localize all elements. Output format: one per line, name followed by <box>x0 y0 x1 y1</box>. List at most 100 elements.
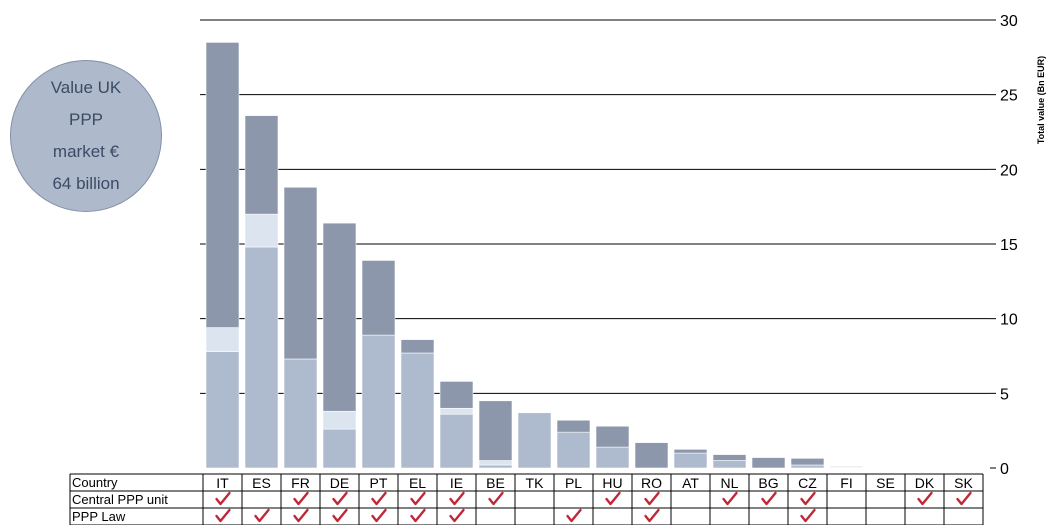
bar-pale-de <box>322 410 357 430</box>
bar-dark-be <box>478 400 513 461</box>
check-central-ppp-unit-sk <box>956 491 972 506</box>
bar-light-el <box>400 352 435 469</box>
country-code-be: BE <box>486 475 505 491</box>
country-code-tk: TK <box>526 475 545 491</box>
bar-light-nl <box>712 460 747 469</box>
bar-pale-it <box>205 327 240 352</box>
check-central-ppp-unit-dk <box>917 491 933 506</box>
country-code-pl: PL <box>565 475 582 491</box>
y-axis-ticks: 0 5 10 15 20 25 30 <box>990 13 1018 478</box>
y-tick-label: 0 <box>1000 461 1009 478</box>
country-code-bg: BG <box>758 475 778 491</box>
bar-dark-fr <box>283 186 318 360</box>
row-label: Country <box>72 475 118 490</box>
country-code-se: SE <box>876 475 895 491</box>
check-central-ppp-unit-be <box>488 491 504 506</box>
bar-dark-it <box>205 42 240 328</box>
bar-light-be <box>478 464 513 469</box>
check-ppp-law-es <box>254 508 270 523</box>
check-central-ppp-unit-ie <box>449 491 465 506</box>
bar-dark-fi <box>829 466 864 468</box>
check-central-ppp-unit-hu <box>605 491 621 506</box>
check-ppp-law-it <box>215 508 231 523</box>
country-code-fi: FI <box>840 475 852 491</box>
y-tick-label: 5 <box>1000 386 1009 403</box>
check-central-ppp-unit-it <box>215 491 231 506</box>
bar-dark-pl <box>556 419 591 433</box>
bar-light-it <box>205 351 240 469</box>
bar-dark-es <box>244 115 279 215</box>
country-code-pt: PT <box>370 475 388 491</box>
check-ppp-law-cz <box>800 508 816 523</box>
country-code-ie: IE <box>450 475 463 491</box>
check-ppp-law-pl <box>566 508 582 523</box>
bar-dark-el <box>400 339 435 354</box>
bar-light-tk <box>517 412 552 469</box>
bubble-line-2: PPP <box>68 110 104 129</box>
bar-light-pl <box>556 431 591 469</box>
gridlines <box>200 19 990 394</box>
y-tick-label: 30 <box>1000 13 1018 30</box>
bar-dark-cz <box>790 457 825 466</box>
bubble-line-1: Value UK <box>50 78 122 97</box>
bar-pale-es <box>244 213 279 248</box>
bar-dark-pt <box>361 260 396 336</box>
check-central-ppp-unit-el <box>410 491 426 506</box>
bar-dark-at <box>673 449 708 454</box>
bar-light-cz <box>790 464 825 469</box>
bubble-line-3: market € <box>52 142 120 161</box>
bar-light-fr <box>283 358 318 469</box>
check-ppp-law-ro <box>644 508 660 523</box>
bar-light-es <box>244 246 279 469</box>
check-ppp-law-ie <box>449 508 465 523</box>
row-label: Central PPP unit <box>72 492 168 507</box>
bar-dark-de <box>322 222 357 412</box>
bar-light-pt <box>361 334 396 469</box>
bar-dark-nl <box>712 454 747 461</box>
country-table: Country Central PPP unit PPP Law IT ES FR DE PT… <box>69 473 984 525</box>
bar-dark-ie <box>439 381 474 409</box>
country-code-fr: FR <box>291 475 310 491</box>
country-code-sk: SK <box>954 475 973 491</box>
country-code-nl: NL <box>721 475 739 491</box>
check-ppp-law-pt <box>371 508 387 523</box>
country-code-hu: HU <box>602 475 622 491</box>
bars <box>205 42 864 469</box>
country-code-de: DE <box>330 475 349 491</box>
bubble-line-4: 64 billion <box>52 174 120 193</box>
bar-light-at <box>673 452 708 469</box>
y-tick-label: 20 <box>1000 162 1018 179</box>
bar-pale-ie <box>439 407 474 415</box>
country-code-ro: RO <box>641 475 662 491</box>
bar-dark-ro <box>634 442 669 469</box>
row-label: PPP Law <box>72 509 126 524</box>
country-code-es: ES <box>252 475 271 491</box>
bar-dark-hu <box>595 425 630 448</box>
bar-light-de <box>322 428 357 469</box>
check-central-ppp-unit-de <box>332 491 348 506</box>
bar-light-ie <box>439 413 474 469</box>
y-tick-label: 25 <box>1000 88 1018 105</box>
bar-dark-bg <box>751 457 786 469</box>
country-code-cz: CZ <box>798 475 817 491</box>
bar-pale-be <box>478 460 513 466</box>
country-code-dk: DK <box>915 475 935 491</box>
country-code-it: IT <box>216 475 229 491</box>
check-central-ppp-unit-pt <box>371 491 387 506</box>
country-code-at: AT <box>682 475 699 491</box>
check-central-ppp-unit-fr <box>293 491 309 506</box>
y-tick-label: 15 <box>1000 237 1018 254</box>
y-axis-label: Total value (Bn EUR) <box>1036 56 1046 144</box>
bar-light-hu <box>595 446 630 469</box>
check-central-ppp-unit-cz <box>800 491 816 506</box>
uk-ppp-market-bubble: Value UK PPP market € 64 billion <box>10 60 162 212</box>
check-central-ppp-unit-nl <box>722 491 738 506</box>
country-code-el: EL <box>409 475 426 491</box>
check-ppp-law-el <box>410 508 426 523</box>
check-central-ppp-unit-bg <box>761 491 777 506</box>
check-ppp-law-fr <box>293 508 309 523</box>
check-ppp-law-de <box>332 508 348 523</box>
y-tick-label: 10 <box>1000 312 1018 329</box>
check-central-ppp-unit-ro <box>644 491 660 506</box>
